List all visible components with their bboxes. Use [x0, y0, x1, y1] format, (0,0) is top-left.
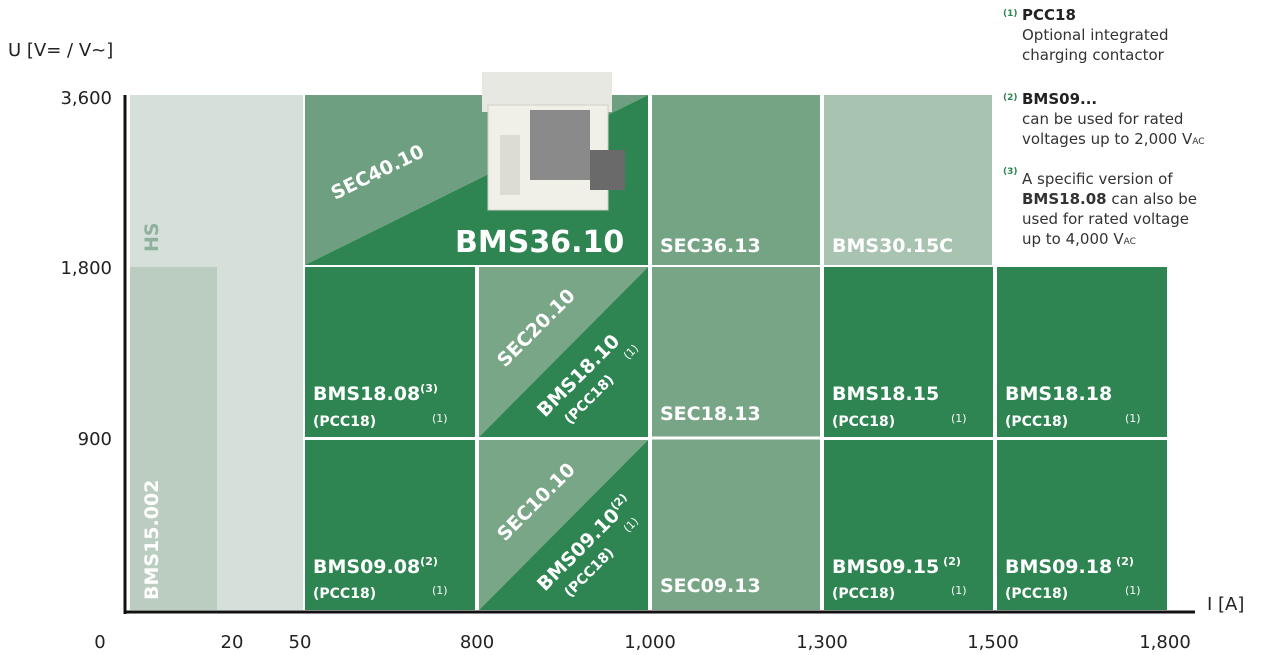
note-marker: (1) [1003, 9, 1018, 19]
note-text: can be used for rated [1022, 110, 1183, 128]
cell-label: SEC36.13 [660, 235, 761, 257]
y-tick-label: 1,800 [60, 258, 112, 279]
note-title: BMS09... [1022, 90, 1097, 108]
note-text: used for rated voltage [1022, 210, 1189, 228]
note-text: charging contactor [1022, 46, 1165, 64]
y-axis-label: U [V= / V~] [8, 40, 113, 61]
cell-note: (1) [432, 584, 448, 597]
cell-sec36 [652, 95, 820, 265]
product-image [482, 72, 625, 211]
cell-sub: (PCC18) [832, 586, 895, 602]
cell-note: (1) [432, 412, 448, 425]
cell-note: (1) [951, 584, 967, 597]
cell-bms15 [130, 267, 217, 610]
cell-name: BMS09.08 [313, 556, 420, 578]
cell-note: (1) [1125, 584, 1141, 597]
note-bold: BMS18.08 [1022, 190, 1107, 208]
cell-label: BMS09.08(2) [313, 555, 438, 578]
note-text: BMS18.08 can also be [1022, 190, 1197, 208]
note-title: PCC18 [1022, 6, 1076, 24]
cell-bms30 [824, 95, 992, 265]
note-span: up to 4,000 V [1022, 230, 1124, 248]
y-tick-label: 3,600 [60, 88, 112, 109]
cell-name: BMS18.08 [313, 383, 420, 405]
note-text: A specific version of [1022, 170, 1173, 188]
cell-sub: (PCC18) [1005, 414, 1068, 430]
cell-bms0915 [824, 440, 993, 610]
x-tick-label: 800 [460, 632, 494, 653]
note-marker: (2) [1003, 93, 1018, 103]
cell-bms1815 [824, 267, 993, 437]
cell-label: SEC18.13 [660, 403, 761, 425]
cell-label: BMS18.18 [1005, 383, 1112, 405]
x-tick-label: 1,000 [624, 632, 676, 653]
sup: (2) [1116, 555, 1134, 568]
note-sub: AC [1192, 137, 1204, 147]
origin-label: 0 [94, 632, 105, 653]
cell-note: (1) [1125, 412, 1141, 425]
sup: (2) [420, 555, 438, 568]
x-tick-label: 20 [221, 632, 244, 653]
cell-bms1808 [305, 267, 475, 437]
sup: (3) [420, 382, 438, 395]
cell-label: HS [141, 222, 163, 252]
cell-label: BMS36.10 [455, 225, 624, 260]
cell-label: BMS09.15 (2) [832, 555, 961, 578]
x-axis-label: I [A] [1207, 594, 1244, 615]
cell-bms0910 [479, 440, 648, 610]
cell-name: BMS09.15 [832, 556, 939, 578]
cell-name: BMS09.18 [1005, 556, 1112, 578]
x-tick-label: 1,800 [1139, 632, 1191, 653]
cell-sub: (PCC18) [313, 586, 376, 602]
cell-label: BMS15.002 [141, 480, 163, 600]
sup: (2) [943, 555, 961, 568]
x-tick-label: 1,300 [796, 632, 848, 653]
note-text: Optional integrated [1022, 26, 1168, 44]
note-span: can also be [1107, 190, 1197, 208]
y-tick-label: 900 [78, 429, 112, 450]
cell-label: BMS18.08(3) [313, 382, 438, 405]
cell-label: SEC09.13 [660, 575, 761, 597]
cell-note: (1) [951, 412, 967, 425]
cell-sub: (PCC18) [313, 414, 376, 430]
cell-label: BMS09.18 (2) [1005, 555, 1134, 578]
x-tick-label: 50 [289, 632, 312, 653]
note-text: up to 4,000 VAC [1022, 230, 1136, 248]
note-sub: AC [1124, 237, 1136, 247]
x-tick-label: 1,500 [967, 632, 1019, 653]
cell-sub: (PCC18) [1005, 586, 1068, 602]
note-marker: (3) [1003, 167, 1018, 177]
cell-sub: (PCC18) [832, 414, 895, 430]
cell-bms1810 [479, 267, 648, 437]
note-text: voltages up to 2,000 VAC [1022, 130, 1205, 148]
cell-bms0908 [305, 440, 475, 610]
cell-label: BMS18.15 [832, 383, 939, 405]
cell-bms0918 [997, 440, 1167, 610]
cell-bms1818 [997, 267, 1167, 437]
note-span: voltages up to 2,000 V [1022, 130, 1193, 148]
cell-label: BMS30.15C [832, 235, 953, 257]
